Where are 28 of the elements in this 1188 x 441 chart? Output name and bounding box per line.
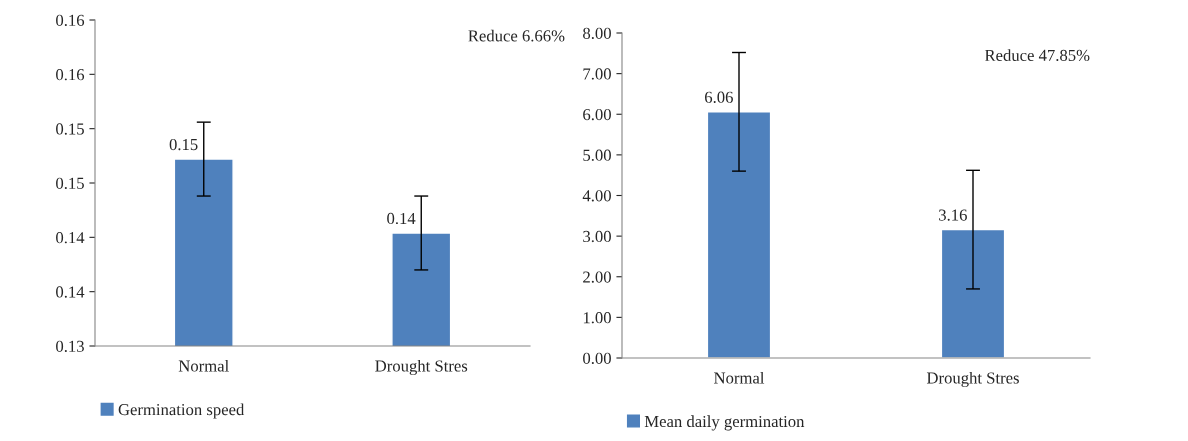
- y-tick-label: 3.00: [583, 230, 611, 243]
- data-label: 0.14: [387, 212, 416, 225]
- y-tick-label: 0.16: [56, 69, 85, 81]
- x-tick-label: Drought Stres: [375, 359, 468, 376]
- y-tick-label: 1.00: [583, 312, 611, 324]
- data-label: 0.15: [169, 138, 198, 151]
- annotation: Reduce 47.85%: [984, 49, 1090, 62]
- y-tick-label: 0.15: [56, 123, 84, 135]
- y-tick-label: 0.14: [56, 286, 85, 298]
- legend-label: Germination speed: [118, 403, 245, 419]
- y-tick-label: 4.00: [582, 190, 611, 202]
- y-tick-label: 6.00: [583, 108, 611, 121]
- y-tick-label: 0.14: [56, 232, 85, 244]
- x-tick-label: Drought Stres: [926, 371, 1019, 388]
- y-tick-label: 0.16: [56, 14, 85, 27]
- y-tick-label: 0.00: [583, 352, 611, 365]
- data-label: 3.16: [939, 209, 967, 221]
- y-tick-label: 0.15: [56, 177, 84, 190]
- annotation: Reduce 6.66%: [468, 29, 565, 42]
- legend-label: Mean daily germination: [644, 415, 805, 431]
- x-tick-label: Normal: [178, 359, 229, 372]
- y-tick-label: 5.00: [583, 149, 611, 161]
- y-tick-label: 8.00: [583, 27, 611, 40]
- y-tick-label: 2.00: [583, 271, 611, 283]
- x-tick-label: Normal: [714, 371, 765, 384]
- y-tick-label: 0.13: [56, 340, 84, 353]
- y-tick-label: 7.00: [583, 68, 611, 80]
- data-label: 6.06: [704, 91, 733, 103]
